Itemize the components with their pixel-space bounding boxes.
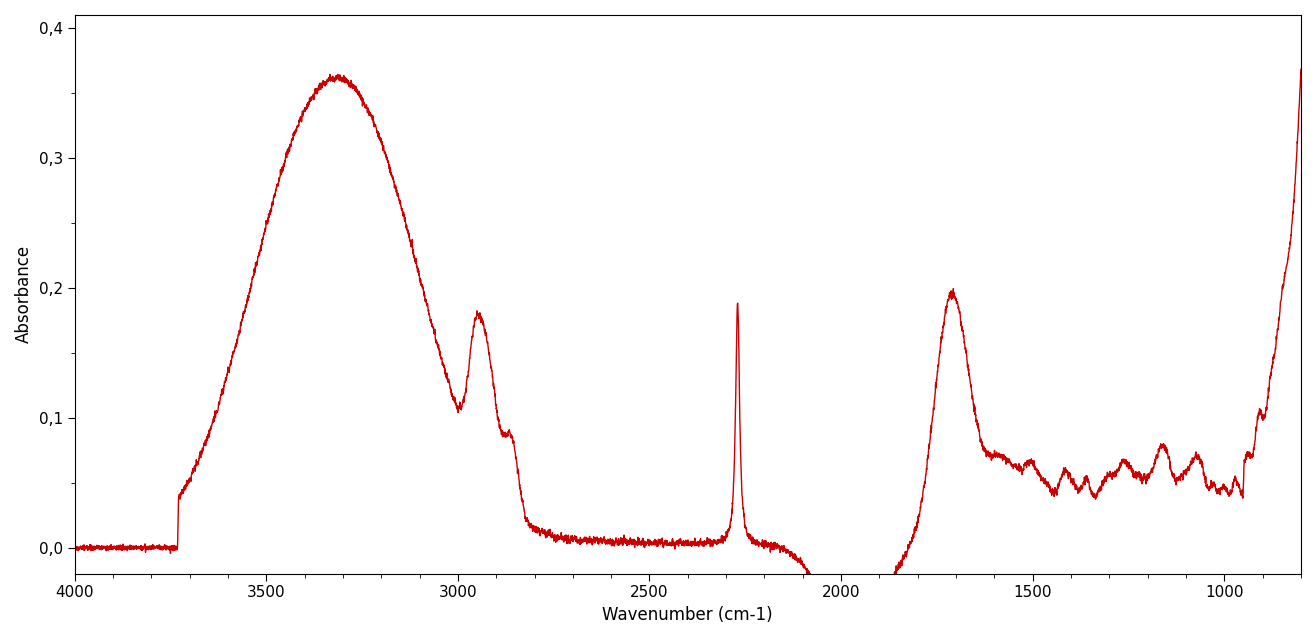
- Y-axis label: Absorbance: Absorbance: [14, 245, 33, 343]
- X-axis label: Wavenumber (cm-1): Wavenumber (cm-1): [603, 606, 772, 624]
